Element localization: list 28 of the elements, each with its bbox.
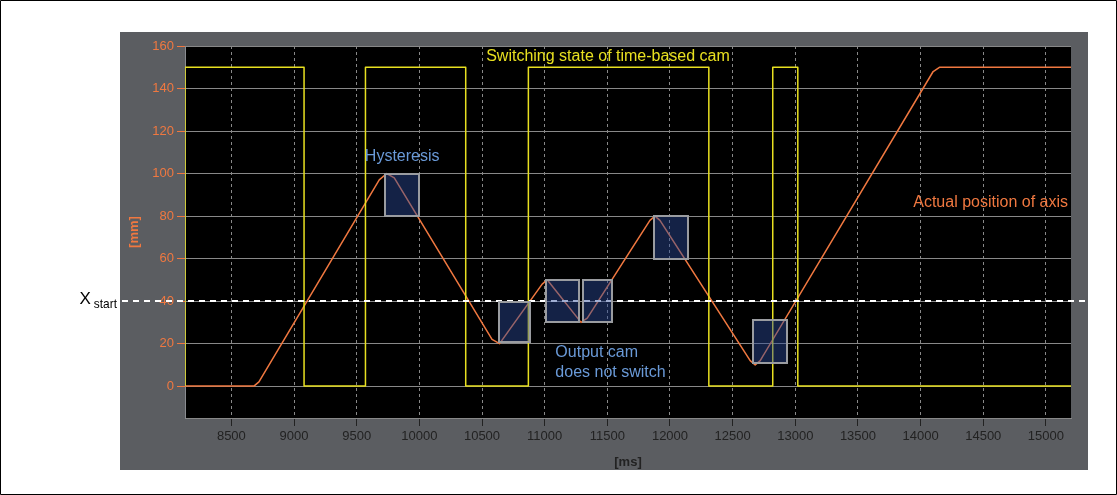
y-tick-label: 20: [159, 335, 174, 351]
annotation: Output cam does not switch: [555, 343, 666, 381]
x-tick-label: 11000: [527, 428, 563, 444]
x-tick-label: 13000: [777, 428, 814, 444]
x-tick-label: 9000: [279, 428, 309, 444]
x-tick-label: 9500: [342, 428, 372, 444]
y-tick-label: 0: [166, 377, 174, 393]
x-tick-label: 14500: [965, 428, 1002, 444]
x-tick-label: 10500: [463, 428, 501, 444]
x-tick-label: 12000: [651, 428, 689, 444]
y-axis-title: [mm]: [126, 216, 142, 248]
y-tick-label: 160: [152, 37, 174, 53]
x-tick-label: 10000: [401, 428, 438, 444]
x-tick-label: 8500: [216, 428, 246, 444]
x-axis-title: [ms]: [614, 453, 642, 469]
x-tick-label: 15000: [1027, 428, 1065, 444]
x-tick-label: 11500: [589, 428, 625, 444]
y-tick-label: 80: [159, 207, 174, 223]
x-tick-label: 13500: [839, 428, 877, 444]
annotation: Hysteresis: [364, 147, 440, 165]
text: Actual position of axis: [913, 192, 1068, 210]
y-tick-label: 140: [152, 80, 174, 96]
series-label: Switching state of time-based cam: [486, 47, 730, 65]
y-tick-label: 60: [159, 250, 174, 266]
y-tick-label: 120: [152, 122, 174, 138]
x-tick-label: 14000: [902, 428, 939, 444]
y-tick-label: 100: [152, 165, 174, 181]
x-tick-label: 12500: [714, 428, 751, 444]
